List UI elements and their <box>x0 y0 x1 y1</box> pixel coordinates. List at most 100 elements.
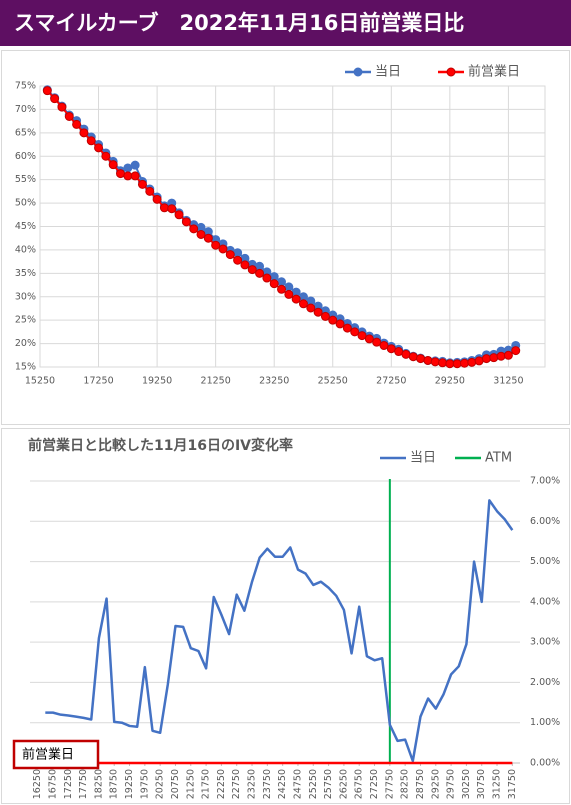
marker <box>328 315 338 325</box>
marker <box>320 311 330 321</box>
y-tick-label: 4.00% <box>530 596 560 607</box>
marker <box>233 248 243 258</box>
marker <box>123 171 133 181</box>
x-tick-label: 24250 <box>277 769 288 799</box>
marker <box>467 357 477 367</box>
marker <box>277 277 287 287</box>
marker <box>291 294 301 304</box>
marker <box>313 307 323 317</box>
marker <box>159 203 169 213</box>
marker <box>306 303 316 313</box>
marker <box>401 349 411 359</box>
marker <box>394 347 404 357</box>
x-tick-label: 29250 <box>430 769 441 799</box>
marker <box>481 354 491 364</box>
marker <box>511 346 521 356</box>
marker <box>452 359 462 369</box>
x-tick-label: 16750 <box>47 769 58 799</box>
marker <box>284 282 294 292</box>
x-tick-label: 19250 <box>124 769 135 799</box>
marker <box>50 94 60 104</box>
x-tick-label: 28750 <box>415 769 426 799</box>
x-tick-label: 26750 <box>354 769 365 799</box>
legend-label: 当日 <box>410 451 436 466</box>
plot-frame <box>39 85 546 368</box>
x-tick-label: 21250 <box>201 376 231 387</box>
x-tick-label: 15250 <box>25 376 55 387</box>
marker <box>489 353 499 363</box>
y-tick-label: 75% <box>15 81 36 92</box>
x-tick-label: 27250 <box>376 376 406 387</box>
marker <box>240 260 250 270</box>
marker <box>350 327 360 337</box>
y-tick-label: 25% <box>15 315 36 326</box>
marker <box>247 265 257 275</box>
marker <box>372 337 382 347</box>
x-tick-label: 16250 <box>32 769 43 799</box>
y-tick-label: 20% <box>15 338 36 349</box>
marker <box>116 169 126 179</box>
x-tick-label: 18750 <box>109 769 120 799</box>
marker <box>408 352 418 362</box>
x-tick-label: 29750 <box>446 769 457 799</box>
legend-label: ATM <box>485 451 512 466</box>
marker <box>203 233 213 243</box>
chart-frame <box>1 50 570 425</box>
marker <box>423 355 433 365</box>
x-tick-label: 30250 <box>461 769 472 799</box>
series-line <box>45 499 514 763</box>
marker <box>145 186 155 196</box>
x-tick-label: 19250 <box>142 376 172 387</box>
x-tick-label: 31250 <box>493 376 523 387</box>
y-tick-label: 15% <box>15 362 36 373</box>
header-bar <box>0 0 571 46</box>
marker <box>474 356 484 366</box>
marker <box>72 119 82 129</box>
x-tick-label: 28250 <box>400 769 411 799</box>
legend-marker <box>353 67 363 77</box>
x-tick-label: 27750 <box>384 769 395 799</box>
x-tick-label: 23250 <box>259 376 289 387</box>
chart-title: 前営業日と比較した11月16日のIV変化率 <box>28 437 293 454</box>
marker <box>277 284 287 294</box>
y-tick-label: 3.00% <box>530 637 560 648</box>
x-tick-label: 18250 <box>93 769 104 799</box>
marker <box>386 344 396 354</box>
header-title: スマイルカーブ 2022年11月16日前営業日比 <box>14 11 464 35</box>
marker <box>86 136 96 146</box>
marker <box>284 289 294 299</box>
marker <box>218 244 228 254</box>
marker <box>174 210 184 220</box>
marker <box>130 171 140 181</box>
x-tick-label: 19750 <box>139 769 150 799</box>
marker <box>189 224 199 234</box>
x-tick-label: 25250 <box>318 376 348 387</box>
marker <box>57 102 67 112</box>
x-tick-label: 26250 <box>338 769 349 799</box>
y-tick-label: 60% <box>15 151 36 162</box>
marker <box>130 160 140 170</box>
marker <box>357 331 367 341</box>
marker <box>496 351 506 361</box>
marker <box>364 334 374 344</box>
x-tick-label: 22250 <box>216 769 227 799</box>
y-tick-label: 2.00% <box>530 677 560 688</box>
marker <box>503 350 513 360</box>
x-tick-label: 17750 <box>78 769 89 799</box>
marker <box>255 268 265 278</box>
chart-frame <box>1 428 570 804</box>
marker <box>225 250 235 260</box>
x-tick-label: 30750 <box>476 769 487 799</box>
marker <box>152 194 162 204</box>
marker <box>379 340 389 350</box>
y-tick-label: 1.00% <box>530 717 560 728</box>
legend-marker <box>446 67 456 77</box>
marker <box>233 255 243 265</box>
x-tick-label: 17250 <box>63 769 74 799</box>
marker <box>42 86 52 96</box>
x-tick-label: 17250 <box>83 376 113 387</box>
x-tick-label: 25750 <box>323 769 334 799</box>
marker <box>342 323 352 333</box>
y-tick-label: 55% <box>15 174 36 185</box>
x-tick-label: 20250 <box>155 769 166 799</box>
